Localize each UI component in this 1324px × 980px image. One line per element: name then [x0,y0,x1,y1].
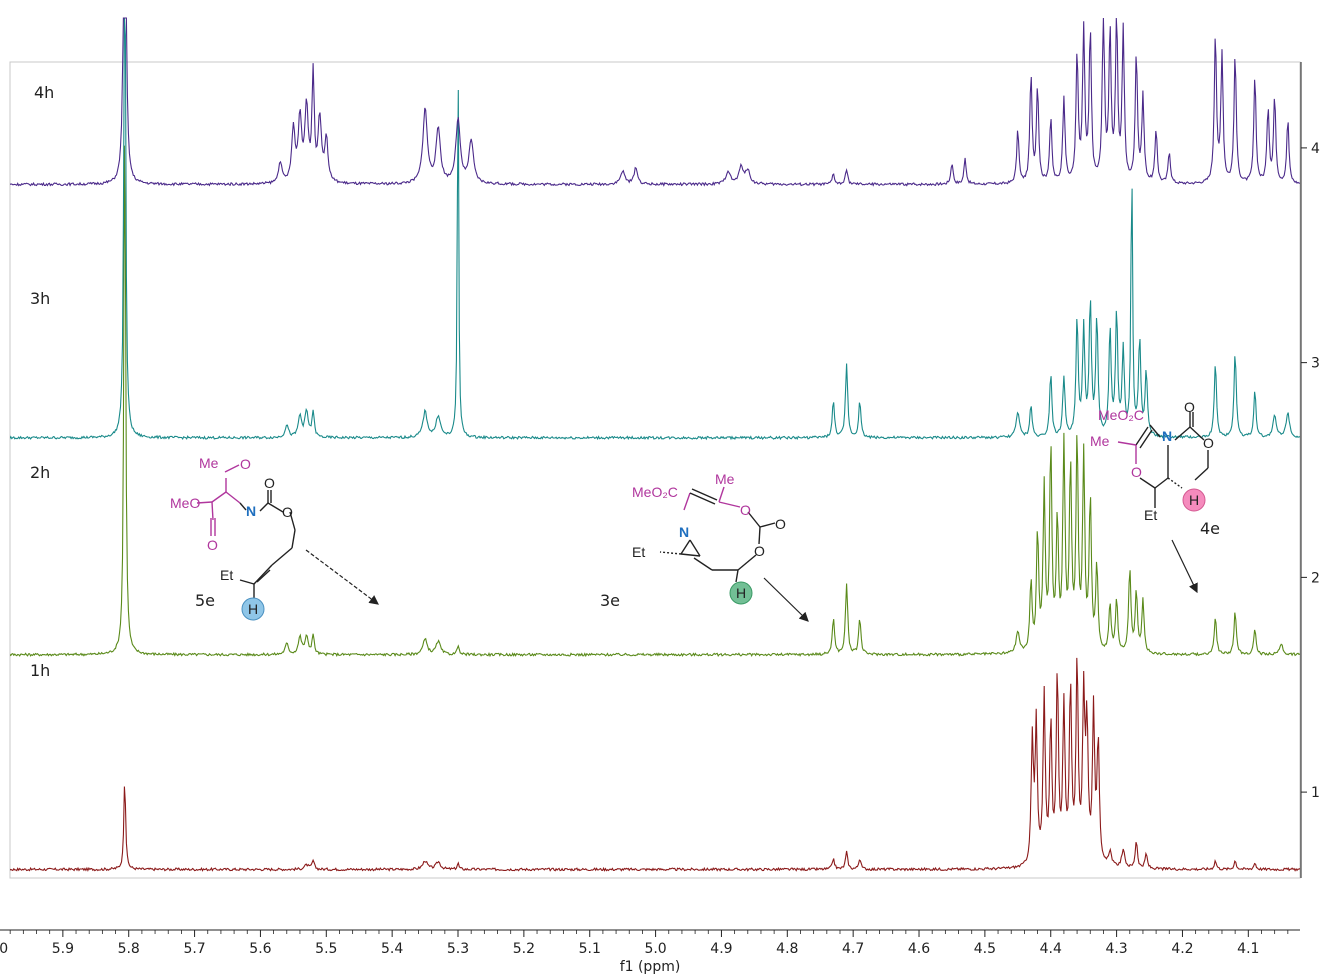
highlight-h-5e [241,597,265,621]
x-axis: 6.0 5.9 5.8 5.7 5.6 5.5 5.4 5.3 5.2 5.1 5.0 4.9 4.8 4… [0,929,1300,975]
arrow-4e [1171,539,1198,594]
svg-text:N: N [246,503,256,519]
spectrum-trace-4h [10,62,1300,187]
spectrum-trace-overflow-2h [0,146,1300,656]
x-tick-label: 5.3 [447,941,469,957]
trace-label-4h: 4h [34,83,54,102]
svg-text:H: H [1189,492,1199,508]
x-tick-label: 5.6 [249,941,271,957]
svg-text:O: O [754,543,765,559]
structure-5e: Me O MeO O N O O Et H 5e [170,455,379,621]
x-tick-label: 4.1 [1237,941,1259,957]
svg-text:N: N [1162,428,1172,444]
structure-3e: MeO₂C Me N O O O Et H 3e [600,471,809,622]
trace-label-2h: 2h [30,463,50,482]
structure-4e: MeO₂C Me N O O O Et H 4e [1090,399,1220,594]
x-tick-label: 5.4 [381,941,403,957]
svg-text:H: H [736,585,746,601]
spectrum-trace-2h [10,145,1300,658]
x-tick-label: 5.0 [644,941,666,957]
compound-label-5e: 5e [195,591,215,610]
svg-text:Et: Et [632,544,645,560]
svg-text:O: O [1131,464,1142,480]
svg-text:O: O [1184,399,1195,415]
trace-label-1h: 1h [30,661,50,680]
svg-text:O: O [264,475,275,491]
svg-text:Et: Et [220,567,233,583]
x-axis-title: f1 (ppm) [620,959,681,975]
x-tick-label: 4.7 [842,941,864,957]
x-tick-label: 4.2 [1171,941,1193,957]
x-tick-label: 4.5 [974,941,996,957]
spectrum-trace-1h [10,657,1300,872]
y-tick-label: 3 [1311,356,1320,372]
spectra-group [10,62,1300,872]
svg-text:Me: Me [715,471,735,487]
svg-text:O: O [775,516,786,532]
spectrum-trace-overflow-1h [0,658,1300,871]
arrow-5e [305,549,379,605]
svg-text:O: O [740,502,751,518]
plot-frame [9,61,1301,879]
compound-label-3e: 3e [600,591,620,610]
svg-text:H: H [248,601,258,617]
trace-label-3h: 3h [30,289,50,308]
x-tick-label: 5.7 [183,941,205,957]
x-tick-label: 4.8 [776,941,798,957]
y-tick-label: 1 [1311,785,1320,801]
x-tick-label: 5.9 [52,941,74,957]
x-tick-label: 4.3 [1105,941,1127,957]
y-tick-label: 2 [1311,570,1320,586]
x-tick-label: 4.4 [1040,941,1062,957]
spectrum-trace-3h [10,62,1300,441]
arrow-3e [763,577,809,622]
svg-text:O: O [282,504,293,520]
highlight-h-4e [1182,488,1206,512]
svg-text:Me: Me [199,455,219,471]
svg-text:O: O [240,456,251,472]
svg-text:MeO₂C: MeO₂C [632,484,678,500]
svg-text:MeO₂C: MeO₂C [1098,407,1144,423]
svg-text:O: O [1203,435,1214,451]
x-tick-label: 5.8 [118,941,140,957]
svg-text:N: N [679,524,689,540]
svg-text:MeO: MeO [170,495,200,511]
x-tick-label: 5.2 [513,941,535,957]
svg-text:Me: Me [1090,433,1110,449]
x-tick-label: 4.9 [710,941,732,957]
highlight-h-3e [729,581,753,605]
svg-text:O: O [207,537,218,553]
x-tick-label: 6.0 [0,941,8,957]
x-tick-label: 5.1 [579,941,601,957]
y-tick-label: 4 [1311,141,1320,157]
y-axis: 1 2 3 4 [1300,62,1320,878]
x-tick-label: 4.6 [908,941,930,957]
svg-text:Et: Et [1144,507,1157,523]
compound-label-4e: 4e [1200,519,1220,538]
x-tick-label: 5.5 [315,941,337,957]
